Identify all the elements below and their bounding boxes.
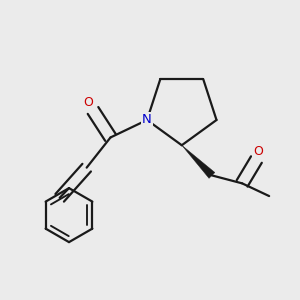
Text: O: O [253,145,263,158]
Text: O: O [83,96,93,109]
Text: N: N [142,113,152,127]
Polygon shape [182,145,215,178]
